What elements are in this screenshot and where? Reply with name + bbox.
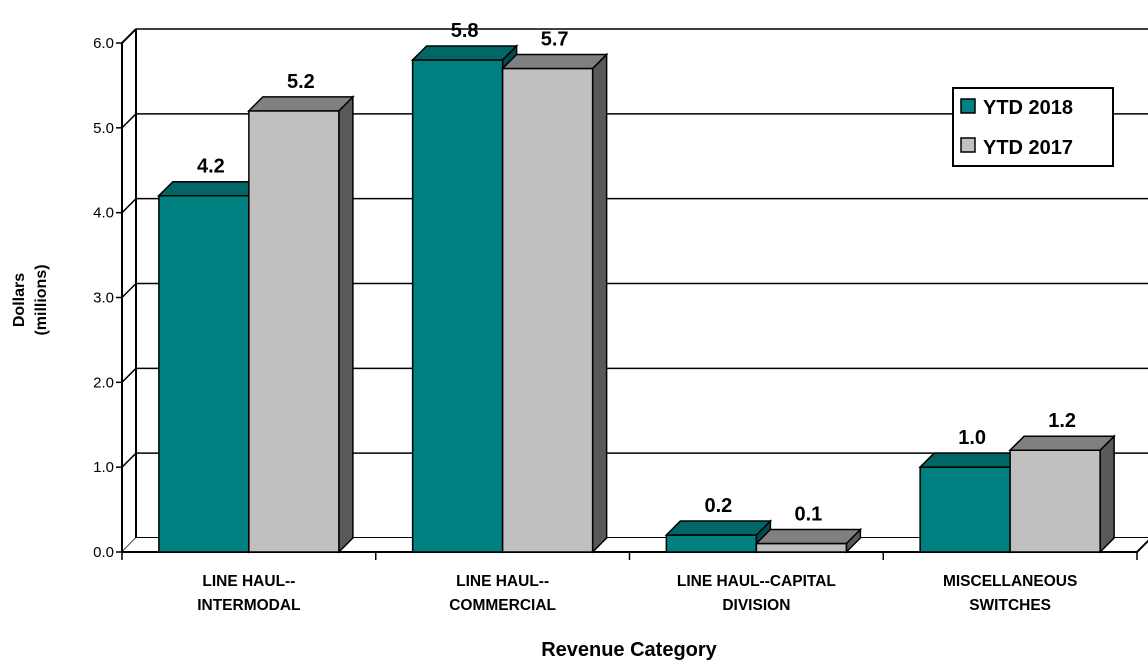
data-label: 5.8 <box>451 20 479 42</box>
floor <box>122 538 1148 552</box>
labels: 0.0 1.0 2.0 3.0 4.0 5.0 6.0 4.2 5.2 LINE HAUL-- IN… <box>93 20 1077 614</box>
bar-top <box>1008 435 1116 451</box>
bar <box>1009 449 1101 553</box>
legend: YTD 2018 YTD 2017 <box>952 87 1114 167</box>
bars <box>157 44 1116 554</box>
gridline-diagonal <box>121 113 137 129</box>
x-tick-label: LINE HAUL--CAPITAL <box>677 573 836 590</box>
legend-box <box>952 87 1114 167</box>
bar-side <box>591 52 608 554</box>
x-tick-label: LINE HAUL-- <box>202 573 295 590</box>
legend-swatch-2018 <box>960 98 976 114</box>
legend-label-2017: YTD 2017 <box>983 137 1073 159</box>
bar-top <box>754 528 863 545</box>
bar-side <box>1099 434 1115 554</box>
data-label: 1.0 <box>958 427 986 449</box>
bar <box>665 534 758 553</box>
data-label: 5.2 <box>287 71 315 93</box>
y-axis-title-line2: (millions) <box>33 264 50 335</box>
data-label: 1.2 <box>1048 410 1076 432</box>
y-tick-label: 5.0 <box>93 120 114 137</box>
y-tick-label: 6.0 <box>93 35 114 52</box>
data-label: 5.7 <box>541 28 569 50</box>
x-axis-end-diagonal <box>1136 539 1148 553</box>
bar <box>755 542 848 553</box>
gridline-diagonal <box>121 452 137 468</box>
y-axis-top-diagonal <box>121 28 137 44</box>
y-tick-label: 0.0 <box>93 544 114 561</box>
bar <box>158 194 250 553</box>
y-axis-title-line1: Dollars <box>11 273 28 327</box>
bar-top <box>410 45 519 61</box>
bar <box>501 67 594 553</box>
bar-top <box>157 180 265 197</box>
bar-top <box>247 96 355 112</box>
y-tick-label: 3.0 <box>93 290 114 307</box>
bar-top <box>500 53 609 70</box>
data-label: 0.2 <box>704 495 732 517</box>
legend-swatch-2017 <box>960 137 976 153</box>
gridline-diagonal <box>121 198 137 214</box>
gridline-diagonal <box>121 282 137 299</box>
data-label: 4.2 <box>197 156 225 178</box>
x-tick-label: LINE HAUL-- <box>456 573 549 590</box>
x-tick-label: SWITCHES <box>969 597 1051 614</box>
bar-top <box>918 452 1026 468</box>
bar <box>411 59 504 553</box>
bar-side <box>338 95 354 554</box>
x-tick-label: DIVISION <box>722 597 790 614</box>
data-label: 0.1 <box>794 504 822 526</box>
y-tick-label: 1.0 <box>93 459 114 476</box>
legend-label-2018: YTD 2018 <box>983 97 1073 119</box>
x-tick-label: COMMERCIAL <box>449 597 556 614</box>
x-tick-label: MISCELLANEOUS <box>943 573 1077 590</box>
y-tick-label: 4.0 <box>93 205 114 222</box>
bar-top <box>664 520 773 536</box>
bar <box>248 110 340 553</box>
gridline-diagonal <box>121 367 137 383</box>
bar <box>919 466 1011 553</box>
y-tick-label: 2.0 <box>93 374 114 391</box>
x-axis-title: Revenue Category <box>541 639 717 661</box>
x-tick-label: INTERMODAL <box>197 597 300 614</box>
